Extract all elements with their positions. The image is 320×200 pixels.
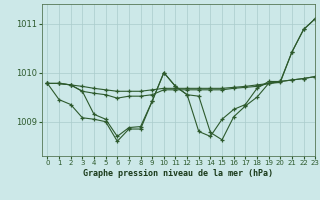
X-axis label: Graphe pression niveau de la mer (hPa): Graphe pression niveau de la mer (hPa) [84,169,273,178]
